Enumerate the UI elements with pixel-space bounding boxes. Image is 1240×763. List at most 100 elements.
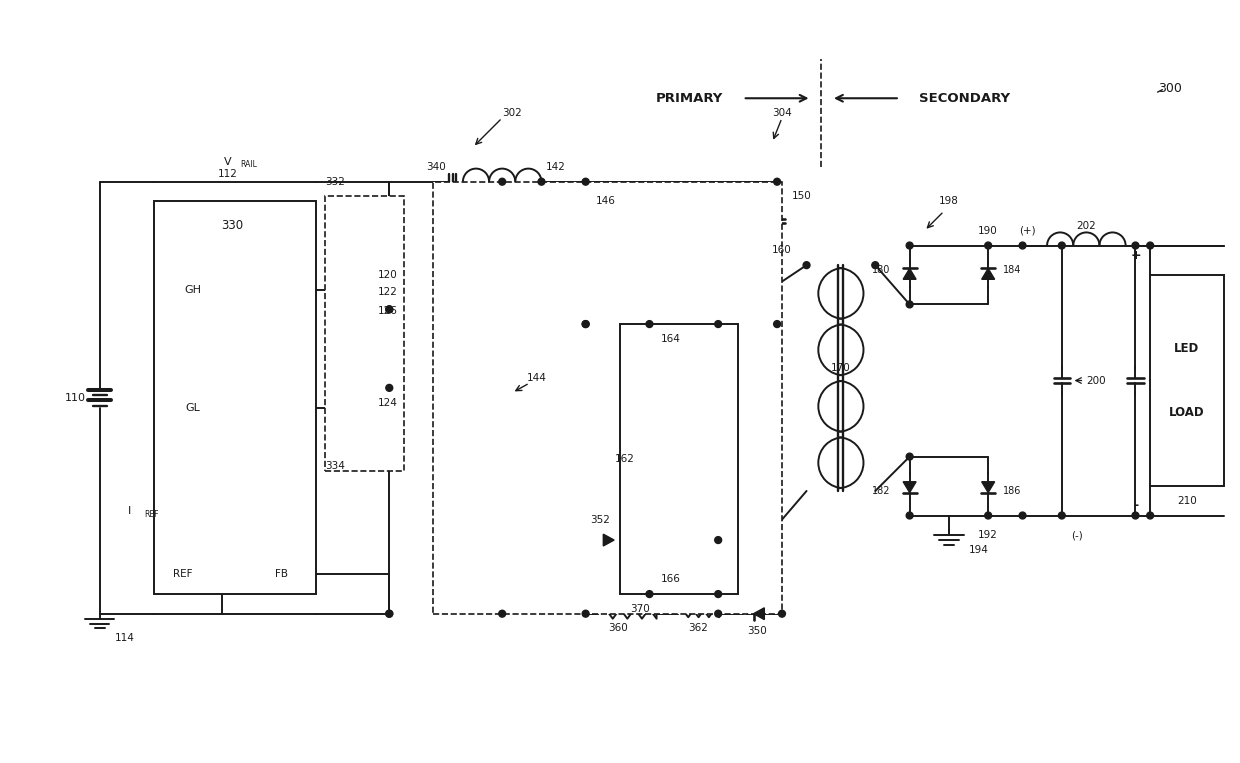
- Text: 302: 302: [502, 108, 522, 118]
- Text: 200: 200: [1086, 375, 1106, 385]
- Text: 112: 112: [217, 169, 237, 179]
- Text: 192: 192: [978, 530, 998, 540]
- Text: REF: REF: [144, 510, 159, 519]
- Circle shape: [386, 610, 393, 617]
- Text: 190: 190: [978, 226, 998, 236]
- Circle shape: [714, 320, 722, 327]
- Circle shape: [774, 320, 780, 327]
- Text: GL: GL: [186, 403, 201, 413]
- Polygon shape: [982, 269, 994, 279]
- Circle shape: [538, 179, 544, 185]
- Text: V: V: [223, 157, 231, 167]
- Polygon shape: [604, 534, 614, 546]
- Text: 114: 114: [114, 633, 134, 643]
- Text: 142: 142: [547, 162, 567, 172]
- Circle shape: [774, 179, 780, 185]
- Bar: [154, 201, 316, 594]
- Text: 330: 330: [221, 220, 243, 233]
- Text: 144: 144: [527, 373, 547, 383]
- Circle shape: [906, 512, 913, 519]
- Circle shape: [386, 306, 393, 313]
- Circle shape: [583, 320, 589, 327]
- Text: 332: 332: [325, 177, 345, 187]
- Circle shape: [1059, 512, 1065, 519]
- Text: -: -: [1133, 499, 1138, 512]
- Text: +: +: [1130, 249, 1141, 262]
- Text: 124: 124: [377, 398, 397, 407]
- Text: 126: 126: [377, 306, 397, 317]
- Text: REF: REF: [174, 569, 193, 579]
- Circle shape: [804, 262, 810, 269]
- Text: 182: 182: [872, 486, 890, 496]
- Text: 334: 334: [325, 462, 345, 472]
- Circle shape: [779, 610, 785, 617]
- Bar: [1151, 275, 1224, 486]
- Text: (-): (-): [1070, 530, 1083, 540]
- Text: 180: 180: [872, 265, 890, 275]
- Bar: [434, 182, 782, 613]
- Circle shape: [498, 610, 506, 617]
- Text: 194: 194: [968, 545, 988, 555]
- Text: 202: 202: [1076, 221, 1096, 231]
- Text: 210: 210: [1177, 496, 1197, 506]
- Circle shape: [714, 591, 722, 597]
- Circle shape: [583, 320, 589, 327]
- Text: FB: FB: [275, 569, 288, 579]
- Circle shape: [714, 610, 722, 617]
- Text: 146: 146: [595, 196, 615, 206]
- Text: 206: 206: [1156, 375, 1174, 385]
- Text: 352: 352: [590, 516, 610, 526]
- Text: (+): (+): [1019, 226, 1035, 236]
- Circle shape: [498, 179, 506, 185]
- Bar: [620, 324, 738, 594]
- Text: 160: 160: [773, 246, 792, 256]
- Circle shape: [386, 306, 393, 313]
- Text: RAIL: RAIL: [241, 159, 257, 169]
- Circle shape: [714, 536, 722, 543]
- Text: 370: 370: [630, 604, 650, 613]
- Bar: [325, 196, 404, 472]
- Text: GH: GH: [185, 285, 201, 295]
- Polygon shape: [903, 269, 916, 279]
- Text: 300: 300: [1158, 82, 1182, 95]
- Text: 362: 362: [688, 623, 708, 633]
- Polygon shape: [982, 481, 994, 493]
- Polygon shape: [903, 481, 916, 493]
- Circle shape: [985, 512, 992, 519]
- Text: LOAD: LOAD: [1169, 406, 1205, 419]
- Polygon shape: [754, 608, 764, 620]
- Text: 350: 350: [748, 626, 768, 636]
- Circle shape: [583, 610, 589, 617]
- Circle shape: [1132, 512, 1138, 519]
- Circle shape: [1019, 512, 1025, 519]
- Text: PRIMARY: PRIMARY: [656, 92, 723, 105]
- Text: 340: 340: [427, 162, 446, 172]
- Circle shape: [985, 242, 992, 249]
- Circle shape: [906, 242, 913, 249]
- Text: 122: 122: [377, 287, 397, 297]
- Text: I: I: [128, 506, 130, 516]
- Text: 184: 184: [1003, 265, 1022, 275]
- Circle shape: [1019, 242, 1025, 249]
- Circle shape: [386, 385, 393, 391]
- Circle shape: [906, 453, 913, 460]
- Text: LED: LED: [1174, 343, 1199, 356]
- Text: SECONDARY: SECONDARY: [919, 92, 1011, 105]
- Text: 166: 166: [661, 575, 681, 584]
- Circle shape: [646, 320, 653, 327]
- Circle shape: [1059, 242, 1065, 249]
- Text: 164: 164: [661, 333, 681, 344]
- Circle shape: [583, 179, 589, 185]
- Circle shape: [906, 301, 913, 307]
- Text: 304: 304: [773, 108, 792, 118]
- Circle shape: [872, 262, 879, 269]
- Text: 162: 162: [615, 454, 635, 464]
- Text: 150: 150: [792, 192, 811, 201]
- Text: 360: 360: [608, 623, 627, 633]
- Text: 120: 120: [377, 270, 397, 280]
- Circle shape: [1147, 242, 1153, 249]
- Circle shape: [1147, 512, 1153, 519]
- Text: 110: 110: [64, 393, 86, 403]
- Text: 170: 170: [831, 363, 851, 373]
- Circle shape: [386, 610, 393, 617]
